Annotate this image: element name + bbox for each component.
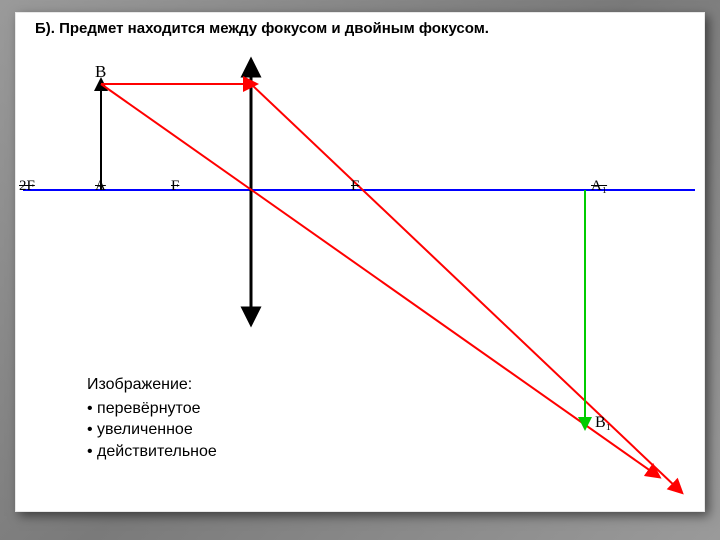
diagram-frame: Б). Предмет находится между фокусом и дв…	[15, 12, 705, 512]
ray1-refracted	[251, 84, 678, 489]
image-properties-header: Изображение:	[87, 374, 217, 396]
label-B1: B₁	[595, 414, 611, 432]
label-A: A	[95, 178, 106, 195]
label-B: B	[95, 62, 106, 82]
image-properties-list: Изображение: перевёрнутое увеличенное де…	[87, 374, 217, 462]
label-2F: 2F	[19, 178, 35, 195]
label-F-left: F	[171, 178, 179, 195]
property-real: действительное	[87, 441, 217, 463]
label-F-right: F	[351, 178, 359, 195]
diagram-title: Б). Предмет находится между фокусом и дв…	[35, 20, 489, 37]
label-A1: A₁	[591, 178, 607, 195]
property-inverted: перевёрнутое	[87, 398, 217, 420]
property-magnified: увеличенное	[87, 419, 217, 441]
